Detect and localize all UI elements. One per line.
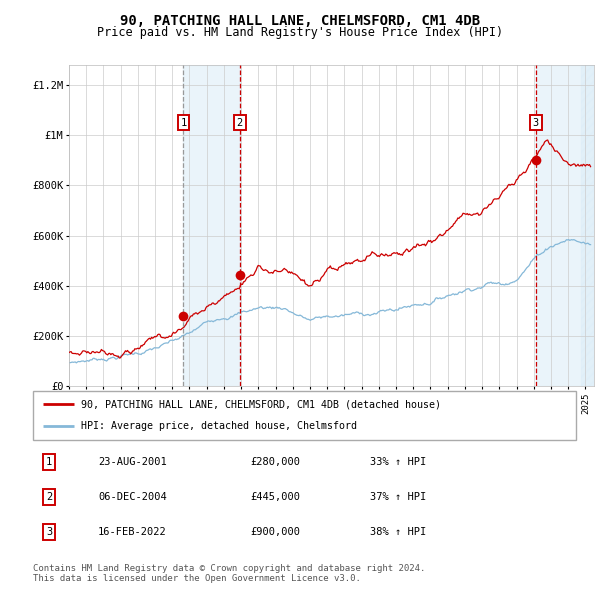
Text: HPI: Average price, detached house, Chelmsford: HPI: Average price, detached house, Chel… bbox=[81, 421, 357, 431]
Text: £900,000: £900,000 bbox=[250, 527, 300, 537]
Text: £445,000: £445,000 bbox=[250, 492, 300, 502]
Text: 2: 2 bbox=[236, 117, 243, 127]
Text: 2: 2 bbox=[46, 492, 52, 502]
Text: Contains HM Land Registry data © Crown copyright and database right 2024.
This d: Contains HM Land Registry data © Crown c… bbox=[33, 563, 425, 583]
Bar bbox=[184, 65, 240, 386]
Text: Price paid vs. HM Land Registry's House Price Index (HPI): Price paid vs. HM Land Registry's House … bbox=[97, 26, 503, 39]
Text: 1: 1 bbox=[46, 457, 52, 467]
Bar bbox=[581, 65, 594, 386]
Text: 16-FEB-2022: 16-FEB-2022 bbox=[98, 527, 167, 537]
Text: 90, PATCHING HALL LANE, CHELMSFORD, CM1 4DB (detached house): 90, PATCHING HALL LANE, CHELMSFORD, CM1 … bbox=[81, 399, 441, 409]
Text: 3: 3 bbox=[533, 117, 539, 127]
Text: 3: 3 bbox=[46, 527, 52, 537]
FancyBboxPatch shape bbox=[33, 391, 576, 440]
Text: 33% ↑ HPI: 33% ↑ HPI bbox=[370, 457, 426, 467]
Bar bbox=[536, 65, 594, 386]
Text: 06-DEC-2004: 06-DEC-2004 bbox=[98, 492, 167, 502]
Text: £280,000: £280,000 bbox=[250, 457, 300, 467]
Text: 38% ↑ HPI: 38% ↑ HPI bbox=[370, 527, 426, 537]
Text: 37% ↑ HPI: 37% ↑ HPI bbox=[370, 492, 426, 502]
Text: 23-AUG-2001: 23-AUG-2001 bbox=[98, 457, 167, 467]
Text: 90, PATCHING HALL LANE, CHELMSFORD, CM1 4DB: 90, PATCHING HALL LANE, CHELMSFORD, CM1 … bbox=[120, 14, 480, 28]
Text: 1: 1 bbox=[180, 117, 187, 127]
